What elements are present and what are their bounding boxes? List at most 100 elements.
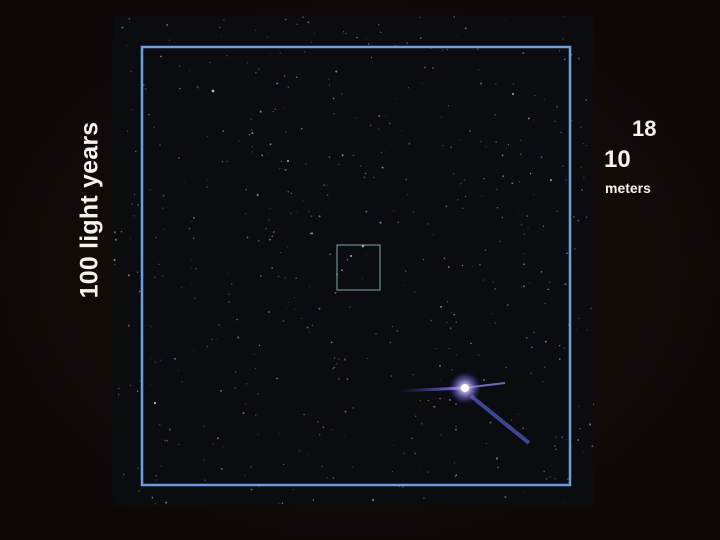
star-dot [346,258,349,261]
star-dot [585,99,587,101]
star-dot [259,110,262,113]
starfield-graphic [113,16,594,505]
star-dot [362,278,363,280]
star-dot [117,393,120,396]
star-dot [564,283,567,286]
star-dot [378,114,381,117]
star-dot [501,154,504,157]
star-dot [455,428,457,431]
star-dot [576,329,577,331]
star-dot [332,477,335,480]
star-dot [554,120,556,123]
star-dot [578,317,580,319]
star-dot [211,338,213,340]
star-dot [250,118,252,121]
star-dot [307,21,310,24]
star-dot [352,407,355,409]
star-dot [483,177,485,180]
star-dot [559,358,561,360]
star-dot [553,445,556,448]
star-dot [440,434,442,436]
star-dot [454,475,456,478]
star-dot [223,19,225,21]
star-dot [517,413,519,415]
star-dot [544,302,546,305]
star-dot [484,249,487,252]
star-dot [530,346,533,349]
star-dot [195,268,197,270]
star-dot [389,341,392,344]
star-dot [128,18,131,20]
star-dot [155,236,157,239]
star-dot [209,62,211,64]
star-dot [144,87,147,90]
star-dot [164,439,166,442]
star-dot [420,422,423,425]
star-dot [375,333,377,335]
star-dot [549,179,553,182]
star-dot [560,131,562,133]
star-dot [245,402,247,404]
star-dot [585,145,587,147]
star-dot [280,252,282,254]
star-dot [323,184,326,187]
star-dot [381,166,384,169]
star-dot [573,216,575,218]
star-dot [287,191,289,193]
star-dot [366,357,368,359]
star-dot [226,272,228,274]
star-dot [158,423,161,426]
star-dot [483,379,485,381]
star-dot [257,434,259,436]
star-dot [196,86,199,88]
star-dot [322,426,325,429]
star-dot [309,331,310,333]
star-dot [333,366,336,369]
star-dot [326,477,328,479]
star-dot [427,471,430,474]
star-dot [390,375,393,378]
star-dot [129,238,131,240]
star-dot [506,304,509,306]
star-dot [118,387,120,389]
star-dot [318,307,321,310]
star-dot [256,194,259,197]
power-exponent: 18 [632,116,657,141]
star-dot [419,16,421,18]
star-dot [148,113,150,116]
star-dot [485,145,487,148]
star-dot [477,48,479,50]
star-dot [452,173,455,175]
star-dot [135,150,137,152]
star-dot [485,443,487,445]
outer-frame-outline [140,45,572,487]
star-dot [258,344,261,347]
star-dot [439,379,441,381]
star-dot [533,194,535,196]
star-dot [573,247,576,250]
star-dot [421,82,423,84]
star-dot [284,277,287,279]
star-dot [451,369,453,371]
star-dot [565,252,568,255]
star-dot [178,65,181,67]
star-dot [461,264,464,267]
star-dot [277,275,280,278]
star-dot [555,448,557,451]
star-dot [160,465,162,467]
star-dot [255,72,257,74]
star-dot [563,347,566,350]
star-dot [234,371,237,373]
star-dot [430,319,432,322]
star-dot [251,132,254,135]
star-dot [583,177,585,179]
star-dot [459,182,462,185]
star-dot [131,203,133,206]
star-dot [138,490,140,492]
star-dot [155,479,158,481]
star-dot [237,336,240,339]
star-dot [307,453,308,455]
star-dot [577,219,580,222]
star-dot [366,253,368,255]
